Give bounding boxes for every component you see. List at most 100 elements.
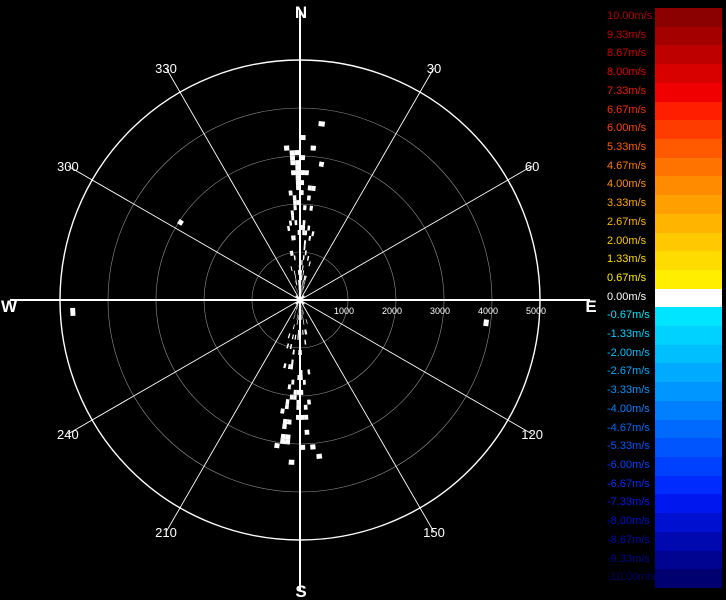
velocity-gate (376, 232, 383, 239)
velocity-gate (375, 183, 383, 191)
velocity-gate (373, 286, 380, 290)
velocity-gate (400, 253, 407, 259)
velocity-gate (321, 250, 326, 256)
velocity-gate (317, 212, 322, 218)
velocity-gate (344, 229, 350, 236)
velocity-gate (317, 171, 323, 177)
velocity-gate (403, 181, 412, 189)
velocity-gate (376, 260, 383, 266)
velocity-gate (367, 279, 373, 284)
velocity-gate (448, 204, 456, 213)
velocity-gate (292, 399, 297, 405)
velocity-gate (313, 257, 317, 263)
velocity-gate (312, 280, 317, 286)
velocity-gate (379, 291, 385, 295)
velocity-gate (195, 310, 201, 315)
velocity-gate (303, 292, 307, 297)
velocity-gate (350, 181, 357, 188)
velocity-gate (354, 303, 360, 307)
velocity-gate (437, 197, 446, 205)
velocity-gate (328, 242, 333, 248)
velocity-gate (340, 244, 345, 251)
velocity-gate (333, 274, 339, 279)
velocity-gate (432, 275, 439, 282)
velocity-gate (382, 216, 390, 223)
velocity-gate (406, 272, 413, 278)
velocity-gate (175, 286, 181, 292)
velocity-gate (377, 431, 385, 439)
velocity-gate (361, 276, 367, 280)
velocity-gate (388, 250, 395, 257)
velocity-gate (361, 142, 370, 150)
velocity-gate (303, 292, 307, 297)
velocity-gate (308, 170, 314, 176)
velocity-gate (332, 257, 337, 263)
velocity-gate (382, 182, 390, 190)
velocity-gate (354, 301, 360, 305)
velocity-gate (370, 260, 377, 265)
velocity-gate (377, 263, 384, 269)
velocity-gate (374, 305, 380, 309)
velocity-gate (310, 444, 316, 450)
velocity-gate (427, 241, 435, 248)
velocity-gate (166, 318, 172, 324)
velocity-gate (365, 459, 374, 467)
velocity-gate (378, 226, 385, 233)
velocity-gate (316, 418, 322, 424)
velocity-gate (324, 208, 330, 215)
velocity-gate (406, 169, 414, 178)
velocity-gate (388, 283, 395, 288)
velocity-gate (334, 260, 340, 266)
velocity-gate (349, 301, 355, 304)
velocity-gate (170, 290, 176, 296)
velocity-gate (336, 255, 342, 261)
velocity-gate (310, 251, 314, 257)
velocity-gate (426, 198, 434, 206)
velocity-gate (403, 237, 411, 244)
velocity-gate (302, 379, 306, 385)
velocity-gate (382, 250, 389, 256)
velocity-gate (376, 217, 383, 224)
velocity-gate (409, 217, 417, 225)
velocity-gate (130, 305, 136, 312)
radar-plot: 1000 2000 3000 4000 5000 N S E W 30601201502… (1, 3, 597, 600)
velocity-gate (328, 289, 334, 292)
velocity-gate (324, 302, 330, 305)
velocity-gate (423, 317, 429, 323)
velocity-gate (354, 160, 361, 168)
velocity-gate (293, 389, 297, 395)
velocity-gate (366, 236, 373, 243)
velocity-gate (442, 252, 449, 259)
velocity-gate (356, 189, 363, 197)
velocity-gate (309, 225, 313, 232)
velocity-gate (352, 204, 359, 211)
velocity-gate (350, 221, 356, 228)
velocity-gate (329, 297, 335, 299)
velocity-gate (344, 256, 350, 262)
velocity-gate (320, 274, 326, 280)
velocity-gate (353, 311, 359, 315)
velocity-gate (318, 249, 323, 255)
velocity-gate (317, 259, 322, 265)
velocity-gate (330, 238, 335, 244)
velocity-gate (310, 454, 317, 460)
velocity-gate (418, 197, 427, 205)
velocity-gate (416, 218, 423, 226)
velocity-gate (414, 261, 421, 267)
velocity-gate (360, 229, 366, 236)
velocity-gate (172, 273, 178, 279)
velocity-gate (312, 257, 316, 263)
velocity-gate (367, 244, 373, 250)
velocity-gate (309, 294, 315, 297)
velocity-gate (359, 306, 365, 309)
velocity-gate (309, 301, 315, 303)
velocity-gate (335, 278, 341, 283)
velocity-gate (408, 259, 415, 265)
velocity-gate (349, 296, 355, 299)
velocity-gate (301, 265, 303, 271)
velocity-gate (210, 290, 216, 295)
velocity-gate (341, 210, 347, 217)
velocity-gate (322, 285, 327, 289)
velocity-gate (325, 152, 332, 159)
velocity-gate (456, 265, 463, 273)
